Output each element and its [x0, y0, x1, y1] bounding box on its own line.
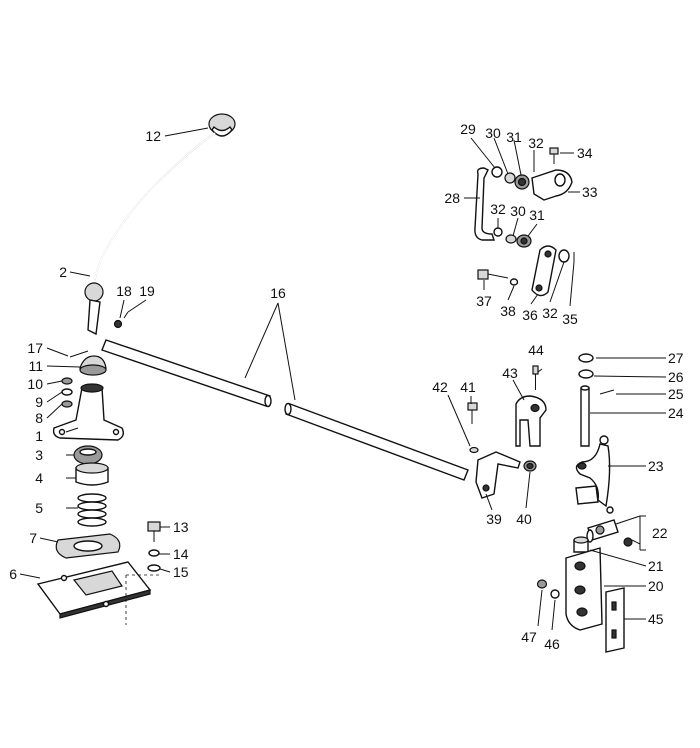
link-rod-28: [474, 167, 495, 241]
bolt-46-47: [536, 579, 560, 599]
washers-8-9-10: [61, 377, 73, 408]
gear-knob: [208, 113, 236, 137]
callout-12: 12: [145, 128, 161, 144]
callout-35: 35: [562, 311, 578, 327]
spring-5: [77, 493, 107, 527]
callout-13: 13: [173, 519, 189, 535]
bolt-37: [477, 269, 509, 280]
callout-46: 46: [544, 636, 560, 652]
callout-31a: 31: [506, 129, 522, 145]
part-42: [469, 446, 479, 454]
callout-6: 6: [9, 566, 17, 582]
pin-17: [69, 350, 89, 358]
callout-32c: 32: [542, 305, 558, 321]
bracket-43: [515, 395, 547, 447]
callout-28: 28: [444, 190, 460, 206]
callout-2: 2: [59, 264, 67, 280]
callout-44: 44: [528, 342, 544, 358]
callout-16: 16: [270, 285, 286, 301]
shaft-24: [580, 385, 590, 447]
gear-lever-rod: [84, 132, 216, 336]
ball-3: [73, 445, 103, 465]
callout-45: 45: [648, 611, 664, 627]
shift-rod-upper: [101, 339, 272, 408]
callout-37: 37: [476, 293, 492, 309]
callout-26: 26: [668, 369, 684, 385]
callout-30a: 30: [485, 125, 501, 141]
callout-1: 1: [35, 428, 43, 444]
callout-15: 15: [173, 564, 189, 580]
callout-7: 7: [29, 530, 37, 546]
part-22: [586, 519, 633, 547]
callout-34: 34: [577, 145, 593, 161]
bracket-20: [565, 547, 603, 631]
callout-47: 47: [521, 629, 537, 645]
bush-30-31-lower: [493, 227, 532, 248]
shift-rod-lower: [284, 402, 469, 481]
nut-38: [509, 278, 519, 286]
bush-21: [573, 536, 589, 553]
callout-36: 36: [522, 307, 538, 323]
cap-11: [79, 355, 107, 376]
callout-25: 25: [668, 386, 684, 402]
callout-labels: 1 2 3 4 5 6 7 8 9 10 11 12 13 14 15 16 1…: [9, 121, 684, 652]
callout-32b: 32: [490, 201, 506, 217]
callout-5: 5: [35, 500, 43, 516]
bush-30-31-upper: [504, 172, 530, 190]
callout-18: 18: [116, 283, 132, 299]
base-plate-6: [36, 561, 160, 625]
callout-8: 8: [35, 410, 43, 426]
leader-lines: [19, 127, 667, 631]
bush-4: [75, 462, 109, 486]
callout-40: 40: [516, 511, 532, 527]
washers-26-27: [578, 353, 594, 379]
lever-housing: [52, 383, 125, 441]
block-33: [531, 147, 573, 201]
callout-3: 3: [35, 447, 43, 463]
gasket-7: [55, 533, 121, 559]
callout-33: 33: [582, 184, 598, 200]
callout-38: 38: [500, 303, 516, 319]
callout-43: 43: [502, 365, 518, 381]
callout-30b: 30: [510, 203, 526, 219]
callout-21: 21: [648, 558, 664, 574]
lever-36: [531, 245, 557, 297]
bush-40: [523, 460, 537, 472]
lever-39: [475, 451, 521, 499]
bolt-41: [467, 402, 478, 424]
callout-23: 23: [648, 458, 664, 474]
callout-22: 22: [652, 525, 668, 541]
bolt-18-19: [113, 311, 129, 329]
callout-11: 11: [28, 358, 43, 374]
callout-27: 27: [668, 350, 684, 366]
selector-fork-23: [575, 435, 614, 514]
callout-29: 29: [460, 121, 476, 137]
pin-25: [599, 389, 615, 395]
callout-17: 17: [27, 340, 43, 356]
callout-4: 4: [35, 470, 43, 486]
callout-42: 42: [432, 379, 448, 395]
plate-45: [605, 587, 625, 653]
callout-32a: 32: [528, 135, 544, 151]
callout-31b: 31: [529, 207, 545, 223]
pin-44: [532, 365, 539, 390]
callout-10: 10: [27, 376, 43, 392]
callout-24: 24: [668, 405, 684, 421]
callout-41: 41: [460, 379, 476, 395]
callout-19: 19: [139, 283, 155, 299]
washer-29: [491, 166, 503, 178]
callout-20: 20: [648, 578, 664, 594]
callout-39: 39: [486, 511, 502, 527]
callout-9: 9: [35, 394, 43, 410]
callout-14: 14: [173, 546, 189, 562]
washer-32-35: [558, 249, 575, 263]
bolt-13: [147, 521, 161, 572]
